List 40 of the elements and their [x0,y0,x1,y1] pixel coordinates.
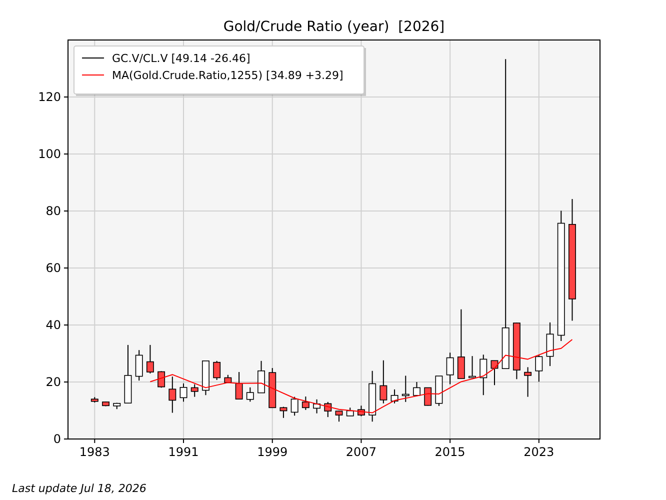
candlestick [546,322,554,367]
candlestick [480,354,488,396]
candlestick [457,308,465,380]
candlestick [302,396,310,410]
x-tick-label: 2015 [434,445,466,459]
candlestick [290,396,298,416]
candlestick [258,360,265,394]
candlestick [446,352,454,385]
candlestick [135,350,143,382]
candlestick [535,354,543,382]
x-tick-label: 2023 [524,445,554,459]
candlestick [213,360,221,381]
x-tick-label: 1983 [79,445,110,459]
candlestick [246,386,254,402]
candlestick [190,384,198,398]
x-tick-label: 2007 [346,445,376,459]
x-tick-label: 1991 [168,445,199,459]
y-tick-label: 20 [46,375,61,389]
candlestick [424,387,432,406]
y-tick-label: 0 [53,432,61,446]
legend-label: MA(Gold.Crude.Ratio,1255) [34.89 +3.29] [112,69,344,82]
chart-title: Gold/Crude Ratio (year) [2026] [223,19,445,35]
y-tick-label: 60 [46,261,61,275]
candlestick [235,372,243,400]
candlestick [524,366,532,398]
x-tick-label: 1999 [257,445,288,459]
candlestick [146,344,154,374]
candlestick [168,376,176,414]
candlestick [180,382,188,402]
y-tick-label: 120 [38,90,61,104]
y-tick-label: 40 [46,318,61,332]
candlestick [413,382,420,396]
y-tick-label: 100 [38,147,61,161]
legend-label: GC.V/CL.V [49.14 -26.46] [112,52,250,65]
y-tick-label: 80 [46,204,61,218]
candlestick [158,370,166,388]
candlestick [402,375,410,402]
candlestick [380,360,388,404]
candlestick [335,410,343,422]
text: Last update Jul 18, 2026 [12,482,146,495]
